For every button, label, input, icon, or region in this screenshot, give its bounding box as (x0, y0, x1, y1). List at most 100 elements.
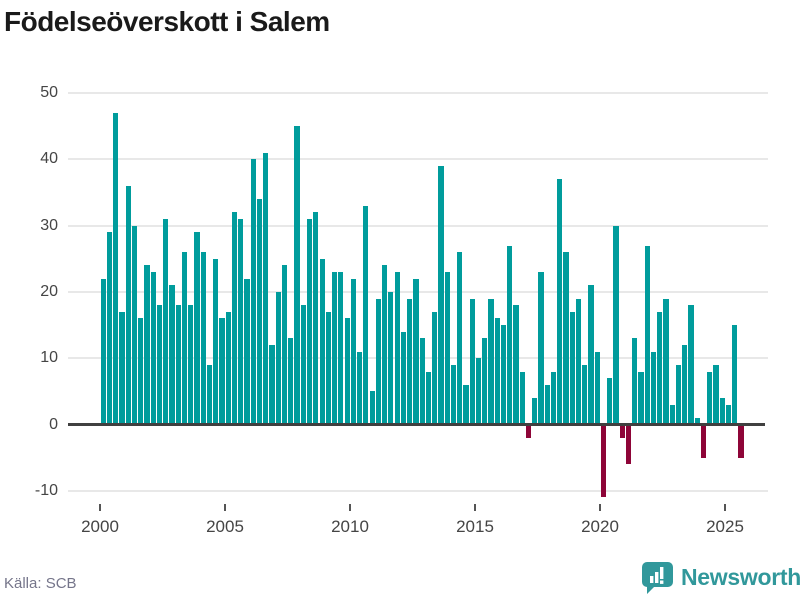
bar (363, 205, 369, 425)
bar (607, 378, 613, 425)
bar (263, 152, 269, 425)
bar (219, 318, 225, 425)
bar (338, 272, 344, 425)
bar (188, 305, 194, 425)
bar (444, 272, 450, 425)
newsworthy-logo: Newsworthy (642, 561, 800, 594)
x-axis-tick-label: 2015 (456, 517, 494, 536)
bar (106, 232, 113, 425)
bar (713, 364, 719, 425)
gridline (68, 92, 768, 94)
bar (700, 424, 707, 458)
bar (156, 305, 163, 425)
bar (582, 364, 588, 425)
bar (294, 126, 300, 425)
y-axis-tick-label: 10 (40, 349, 58, 367)
bar (125, 185, 131, 425)
bar (206, 364, 213, 425)
bar-chart-speech-bubble-icon (642, 562, 673, 594)
y-axis-tick-label: -10 (34, 481, 58, 499)
bar (625, 424, 632, 465)
bar (519, 371, 525, 425)
bar (213, 258, 219, 425)
bar (119, 311, 125, 425)
bar (569, 311, 575, 425)
bar (382, 265, 388, 425)
bar (538, 272, 544, 425)
bar (725, 404, 732, 425)
chart-title: Födelseöverskott i Salem (4, 6, 330, 37)
bar (313, 212, 319, 425)
bar (300, 305, 306, 425)
bar (575, 298, 582, 425)
bar (269, 344, 275, 425)
gridline (68, 224, 768, 227)
bar (350, 278, 356, 425)
bar (306, 219, 313, 425)
bar (344, 318, 350, 425)
bar (450, 364, 457, 425)
bar (432, 311, 438, 425)
y-axis-tick-label: 20 (40, 282, 58, 300)
bar (413, 278, 419, 425)
bar (632, 338, 638, 425)
bar (138, 318, 144, 425)
bar (694, 417, 700, 425)
x-axis-tick-label: 2000 (81, 517, 119, 536)
bar (388, 291, 394, 425)
x-axis-tick (599, 504, 601, 511)
bar (281, 265, 288, 425)
bar (657, 311, 663, 425)
bar (475, 358, 482, 425)
bar (738, 424, 744, 458)
bar (425, 371, 432, 425)
bar (113, 112, 119, 425)
x-axis-tick (349, 504, 351, 511)
bar (488, 298, 494, 425)
bar (557, 179, 563, 425)
bar (163, 219, 169, 425)
bar (732, 325, 738, 425)
x-axis-tick (724, 504, 726, 511)
bar (250, 159, 256, 425)
newsworthy-wordmark: Newsworthy (681, 564, 800, 590)
bar (419, 338, 425, 425)
bar (532, 398, 538, 425)
bar (550, 371, 557, 425)
bar (225, 311, 231, 425)
bar (563, 252, 569, 425)
bar (400, 331, 406, 425)
bar (682, 344, 688, 425)
bar (513, 305, 519, 425)
gridline (68, 489, 768, 492)
bar (131, 225, 138, 425)
bar (588, 285, 594, 425)
gridline (68, 158, 768, 161)
y-axis-tick-label: 50 (40, 84, 58, 101)
bar (319, 258, 325, 425)
bar (438, 165, 444, 425)
bar (644, 245, 650, 425)
bar (231, 212, 238, 425)
bar (638, 371, 644, 425)
bar (332, 272, 338, 425)
bar (675, 364, 682, 425)
bar (375, 298, 381, 425)
bar (463, 384, 469, 425)
bar (619, 424, 625, 438)
bar (175, 305, 181, 425)
zero-axis-line (68, 423, 765, 426)
x-axis-tick-label: 2010 (331, 517, 369, 536)
bar (244, 278, 250, 425)
y-axis-tick-label: 30 (40, 216, 58, 234)
bar (238, 219, 244, 425)
bar (407, 298, 413, 425)
bar (707, 371, 713, 425)
bar (494, 318, 500, 425)
x-axis-tick (99, 504, 101, 511)
bar (200, 252, 206, 425)
bar (663, 298, 669, 425)
bar (669, 404, 675, 425)
